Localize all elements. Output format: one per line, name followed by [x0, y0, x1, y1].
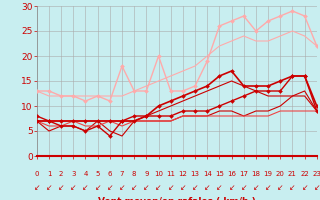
Text: ↙: ↙	[265, 183, 271, 192]
Text: ↙: ↙	[180, 183, 186, 192]
Text: ↙: ↙	[228, 183, 235, 192]
Text: ↙: ↙	[204, 183, 211, 192]
Text: ↙: ↙	[58, 183, 64, 192]
Text: ↙: ↙	[131, 183, 137, 192]
Text: ↙: ↙	[119, 183, 125, 192]
X-axis label: Vent moyen/en rafales ( km/h ): Vent moyen/en rafales ( km/h )	[98, 197, 256, 200]
Text: ↙: ↙	[241, 183, 247, 192]
Text: ↙: ↙	[34, 183, 40, 192]
Text: ↙: ↙	[216, 183, 223, 192]
Text: ↙: ↙	[94, 183, 101, 192]
Text: ↙: ↙	[46, 183, 52, 192]
Text: ↙: ↙	[70, 183, 76, 192]
Text: ↙: ↙	[314, 183, 320, 192]
Text: ↙: ↙	[107, 183, 113, 192]
Text: ↙: ↙	[192, 183, 198, 192]
Text: ↙: ↙	[143, 183, 149, 192]
Text: ↙: ↙	[301, 183, 308, 192]
Text: ↙: ↙	[289, 183, 296, 192]
Text: ↙: ↙	[253, 183, 259, 192]
Text: ↙: ↙	[277, 183, 284, 192]
Text: ↙: ↙	[168, 183, 174, 192]
Text: ↙: ↙	[82, 183, 89, 192]
Text: ↙: ↙	[155, 183, 162, 192]
